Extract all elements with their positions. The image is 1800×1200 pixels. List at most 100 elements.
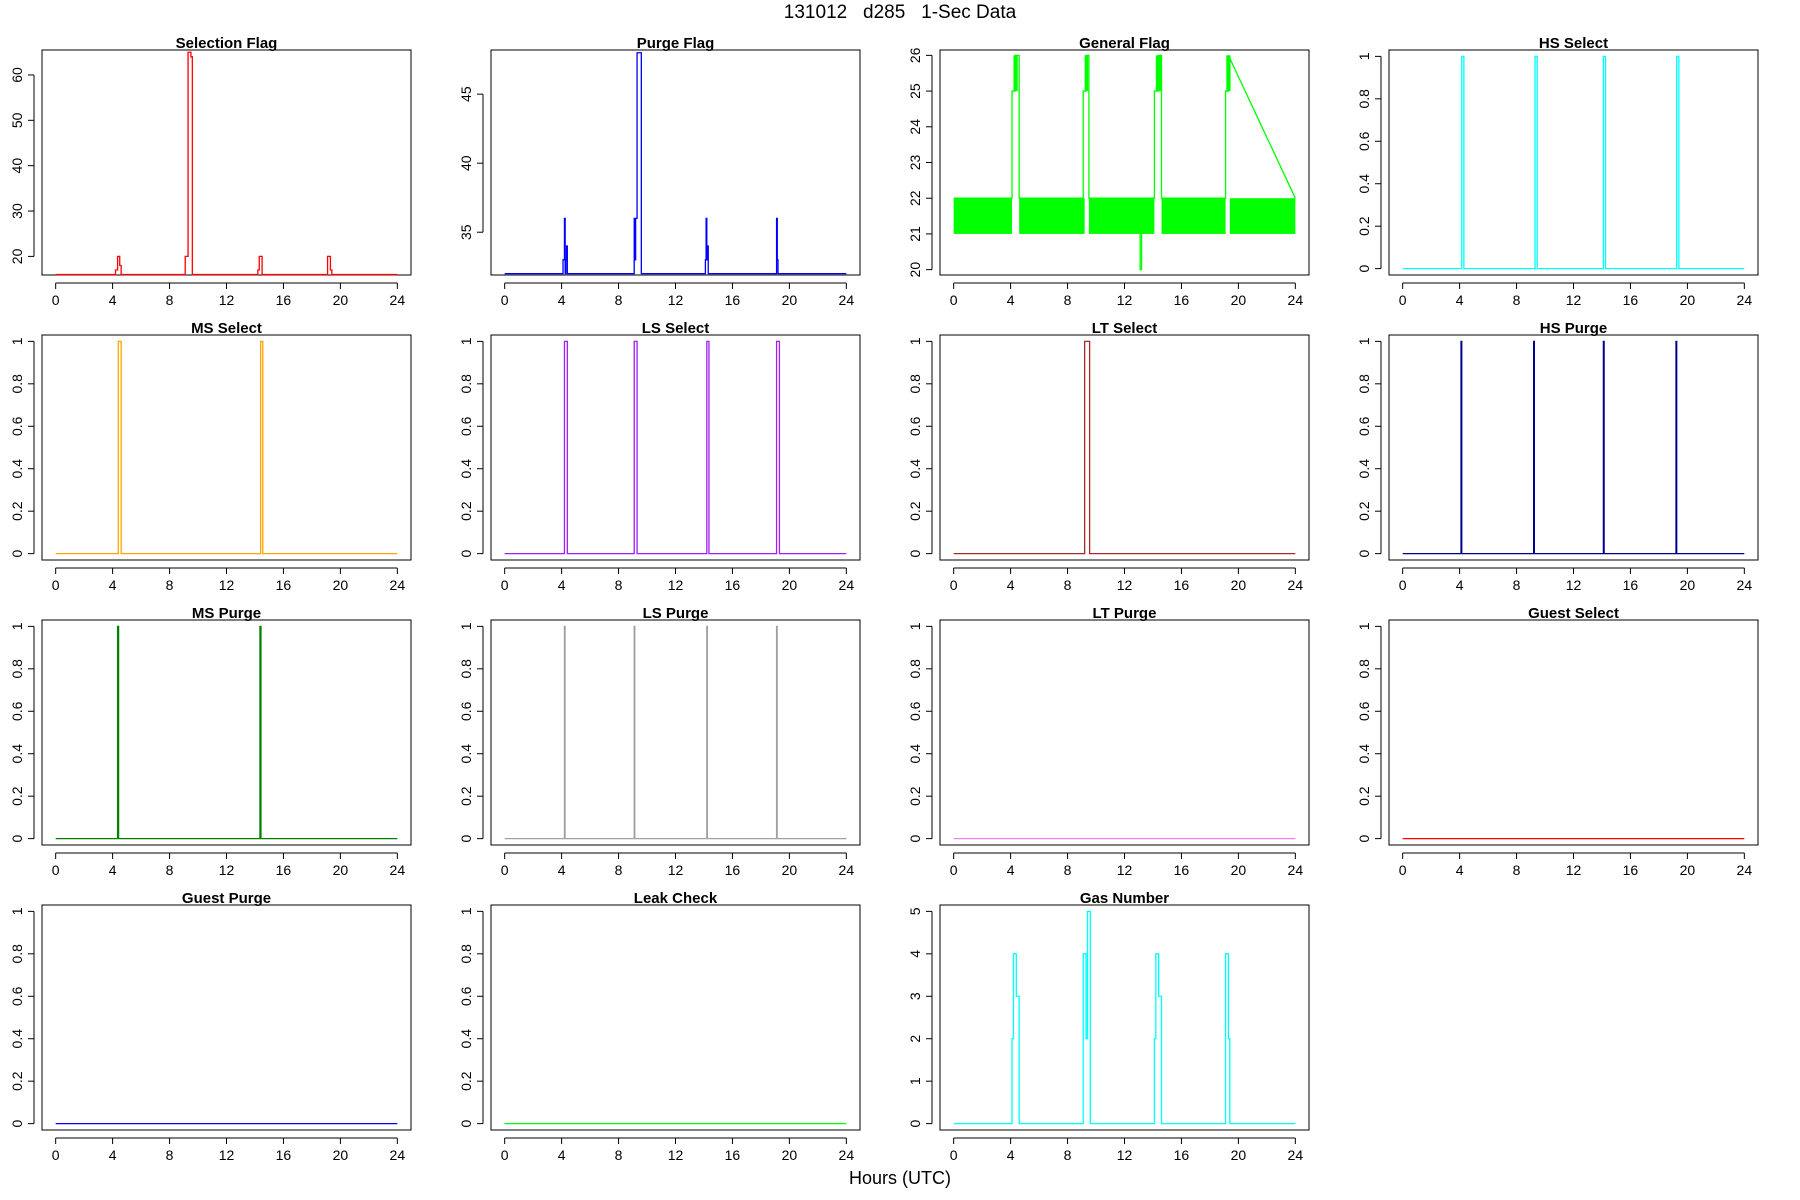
y-tick-label: 0.2 <box>9 1071 25 1091</box>
y-tick-label: 0.6 <box>9 986 25 1006</box>
y-tick-label: 0.6 <box>9 416 25 436</box>
plot-frame <box>1388 619 1759 846</box>
y-tick-label: 60 <box>9 67 25 83</box>
y-tick-label: 1 <box>458 907 474 915</box>
y-tick-label: 0.6 <box>458 986 474 1006</box>
x-tick-label: 4 <box>1456 862 1464 878</box>
x-tick-label: 4 <box>558 862 566 878</box>
y-tick-label: 0.4 <box>9 744 25 764</box>
x-tick-label: 16 <box>1623 862 1639 878</box>
y-tick-label: 0.4 <box>907 459 923 479</box>
plot-frame <box>939 904 1310 1131</box>
x-tick-label: 20 <box>1680 862 1696 878</box>
x-tick-label: 0 <box>52 577 60 593</box>
x-tick-label: 0 <box>1399 577 1407 593</box>
x-tick-label: 16 <box>725 292 741 308</box>
series-line <box>504 52 847 275</box>
y-tick-label: 0.6 <box>1356 416 1372 436</box>
x-tick-label: 0 <box>950 577 958 593</box>
panel-title: Guest Select <box>1528 605 1619 622</box>
x-tick-label: 4 <box>558 577 566 593</box>
y-tick-label: 24 <box>907 119 923 135</box>
y-tick-label: 0.6 <box>907 416 923 436</box>
x-tick-label: 16 <box>276 1147 292 1163</box>
y-tick-label: 45 <box>458 86 474 102</box>
x-tick-label: 16 <box>276 577 292 593</box>
x-tick-label: 12 <box>1566 292 1582 308</box>
x-tick-label: 8 <box>166 577 174 593</box>
panel-title: HS Purge <box>1540 320 1608 337</box>
y-tick-label: 21 <box>907 226 923 242</box>
y-tick-label: 20 <box>9 248 25 264</box>
x-tick-label: 20 <box>1231 577 1247 593</box>
y-tick-label: 0.4 <box>458 744 474 764</box>
panel-title: LT Purge <box>1093 605 1157 622</box>
y-tick-label: 1 <box>458 337 474 345</box>
plot-frame <box>939 334 1310 561</box>
plot-frame <box>490 619 861 846</box>
plot-frame <box>1388 334 1759 561</box>
x-tick-label: 4 <box>558 292 566 308</box>
x-tick-label: 16 <box>1174 577 1190 593</box>
y-tick-label: 0.6 <box>1356 131 1372 151</box>
y-tick-label: 1 <box>9 622 25 630</box>
y-tick-label: 0.8 <box>907 659 923 679</box>
y-tick-label: 0.6 <box>458 701 474 721</box>
x-tick-label: 12 <box>668 292 684 308</box>
y-tick-label: 35 <box>458 224 474 240</box>
x-tick-label: 8 <box>1513 577 1521 593</box>
series-line <box>55 625 398 840</box>
series-line <box>953 54 1296 271</box>
y-tick-label: 1 <box>458 622 474 630</box>
x-tick-label: 0 <box>501 292 509 308</box>
x-tick-label: 24 <box>839 577 855 593</box>
y-tick-label: 0.2 <box>458 1071 474 1091</box>
dense-band <box>1013 55 1018 92</box>
x-tick-label: 4 <box>1456 292 1464 308</box>
y-tick-label: 0.8 <box>9 944 25 964</box>
x-tick-label: 4 <box>558 1147 566 1163</box>
x-tick-label: 8 <box>615 862 623 878</box>
y-tick-label: 0.2 <box>458 786 474 806</box>
panel-title: LS Select <box>642 320 710 337</box>
y-tick-label: 1 <box>9 337 25 345</box>
x-tick-label: 4 <box>109 577 117 593</box>
x-tick-label: 12 <box>219 1147 235 1163</box>
plot-frame <box>939 49 1310 276</box>
page-title: 131012 d285 1-Sec Data <box>783 2 1017 23</box>
y-tick-label: 0.4 <box>458 459 474 479</box>
y-tick-label: 1 <box>907 622 923 630</box>
y-tick-label: 0.2 <box>1356 786 1372 806</box>
x-tick-label: 0 <box>1399 292 1407 308</box>
x-tick-label: 20 <box>333 577 349 593</box>
panel-title: Selection Flag <box>176 35 278 52</box>
y-tick-label: 0.4 <box>1356 459 1372 479</box>
series-line <box>953 910 1296 1125</box>
x-tick-label: 16 <box>1623 292 1639 308</box>
series-line <box>55 340 398 555</box>
y-tick-label: 0.6 <box>907 701 923 721</box>
y-tick-label: 0 <box>907 835 923 843</box>
y-tick-label: 0.8 <box>1356 659 1372 679</box>
y-tick-label: 0.4 <box>1356 174 1372 194</box>
y-tick-label: 20 <box>907 262 923 278</box>
x-tick-label: 24 <box>839 862 855 878</box>
plot-frame <box>41 904 412 1131</box>
x-tick-label: 16 <box>1174 1147 1190 1163</box>
x-tick-label: 12 <box>668 862 684 878</box>
dense-band <box>1229 198 1296 234</box>
x-tick-label: 24 <box>1737 862 1753 878</box>
plot-frame <box>939 619 1310 846</box>
y-tick-label: 50 <box>9 112 25 128</box>
x-tick-label: 4 <box>1007 1147 1015 1163</box>
y-tick-label: 0.8 <box>907 374 923 394</box>
chart-panel: LS Select 0 4 8 12 16 20 24 0 0.2 0.4 0.6 0.8 1 <box>458 320 861 593</box>
x-tick-label: 8 <box>615 1147 623 1163</box>
x-tick-label: 24 <box>1737 292 1753 308</box>
y-tick-label: 0 <box>458 1120 474 1128</box>
y-tick-label: 3 <box>907 992 923 1000</box>
x-tick-label: 16 <box>1174 292 1190 308</box>
x-tick-label: 24 <box>390 577 406 593</box>
